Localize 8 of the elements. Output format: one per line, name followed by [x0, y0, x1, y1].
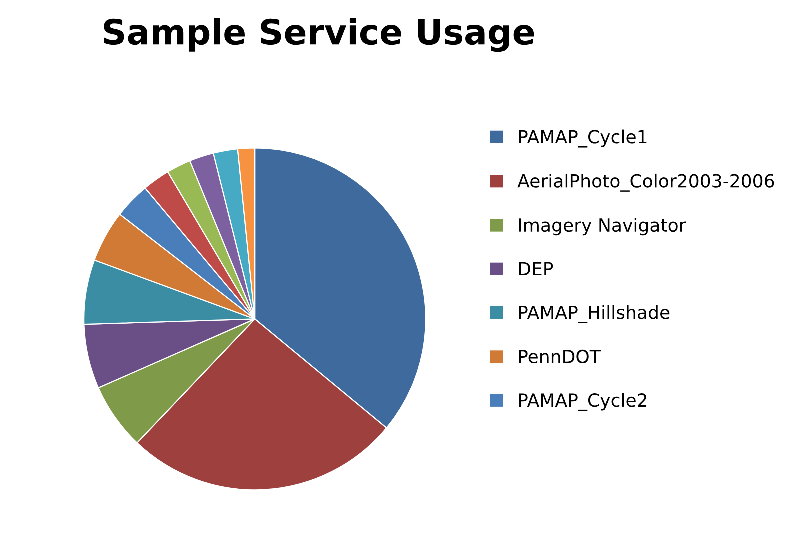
legend-label: PAMAP_Cycle2 [519, 393, 647, 412]
chart-title: Sample Service Usage [104, 18, 534, 52]
legend-label: DEP [519, 262, 554, 276]
legend-label: AerialPhoto_Color2003-2006 [518, 174, 774, 192]
legend-label: PAMAP_Cycle1 [519, 130, 647, 148]
legend-label: Imagery Navigator [519, 218, 686, 236]
legend-label: PennDOT [519, 350, 601, 364]
legend-label: PAMAP_Hillshade [519, 305, 670, 324]
